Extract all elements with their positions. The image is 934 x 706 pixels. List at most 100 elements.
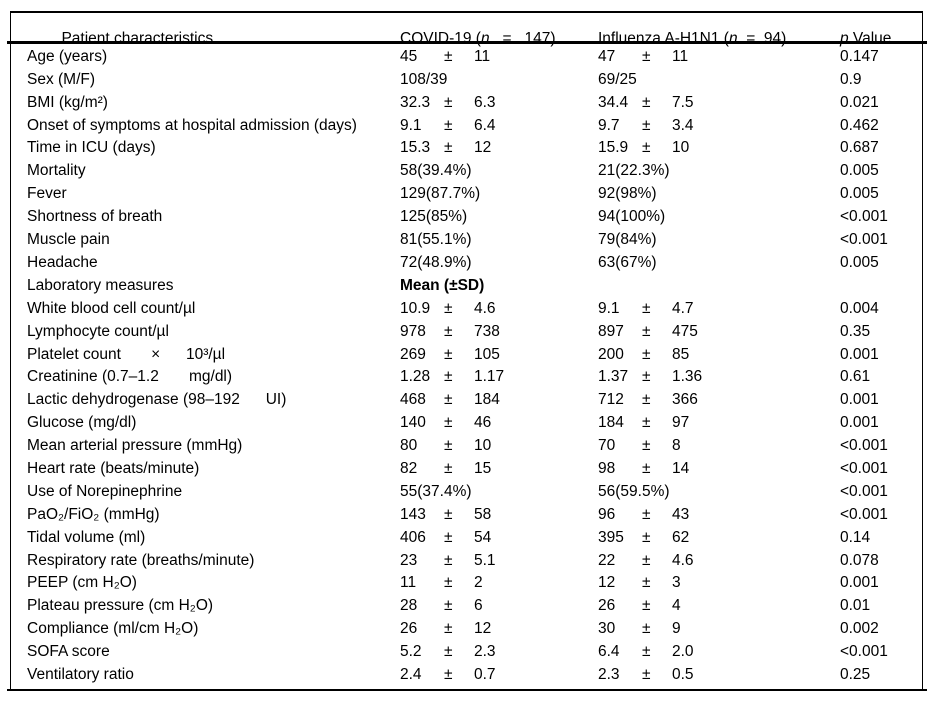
influenza-value-cell: 69/25 xyxy=(598,71,840,88)
influenza-value-cell: 63(67%) xyxy=(598,254,840,271)
plus-minus-sign: ± xyxy=(444,368,453,386)
row-label: Tidal volume (ml) xyxy=(11,529,400,546)
mean-value: 6.4 xyxy=(598,643,620,661)
table-row: Lactic dehydrogenase (98–192 UI) 468 ±184 7… xyxy=(11,388,922,411)
influenza-value-cell: 200 ±85 xyxy=(598,346,840,363)
row-label: Glucose (mg/dl) xyxy=(11,414,400,431)
covid-header-n: n xyxy=(480,30,490,48)
plus-minus-sign: ± xyxy=(444,299,453,317)
plus-minus-sign: ± xyxy=(444,345,453,363)
table-row: Glucose (mg/dl) 140 ±46 184 ±97 0.001 xyxy=(11,411,922,434)
row-label: Laboratory measures xyxy=(11,277,400,294)
table-row: Lymphocyte count/µl 978 ±738 897 ±475 0.35 xyxy=(11,320,922,343)
table-row: Plateau pressure (cm H₂O) 28 ±6 26 ±4 0.01 xyxy=(11,594,922,617)
p-value-cell: <0.001 xyxy=(840,437,922,454)
table-row: Laboratory measures Mean (±SD) xyxy=(11,274,922,297)
p-value-cell: <0.001 xyxy=(840,483,922,500)
plus-minus-sign: ± xyxy=(444,597,453,615)
plus-minus-sign: ± xyxy=(444,47,453,65)
mean-value: 200 xyxy=(598,345,624,363)
sd-value: 738 xyxy=(474,322,500,340)
covid-value-cell: 10.9 ±4.6 xyxy=(400,300,598,317)
mean-value: 26 xyxy=(400,620,418,638)
plus-minus-sign: ± xyxy=(444,528,453,546)
sd-value: 54 xyxy=(474,528,492,546)
p-value-cell: <0.001 xyxy=(840,506,922,523)
p-value-cell: 0.9 xyxy=(840,71,922,88)
sd-value: 1.17 xyxy=(474,368,505,386)
row-label: Sex (M/F) xyxy=(11,71,400,88)
mean-value: 897 xyxy=(598,322,624,340)
sd-value: 4.6 xyxy=(672,551,694,569)
p-value-cell: 0.004 xyxy=(840,300,922,317)
row-label: SOFA score xyxy=(11,643,400,660)
p-value-text: <0.001 xyxy=(840,459,888,477)
table-row: PEEP (cm H₂O) 11 ±2 12 ±3 0.001 xyxy=(11,571,922,594)
sd-value: 12 xyxy=(474,139,492,157)
plus-minus-sign: ± xyxy=(642,643,651,661)
row-label-text: Use of Norepinephrine xyxy=(27,482,183,500)
influenza-value-cell: 2.3 ±0.5 xyxy=(598,666,840,683)
influenza-value-cell: 897 ±475 xyxy=(598,323,840,340)
row-label: Time in ICU (days) xyxy=(11,139,400,156)
table-row: Mean arterial pressure (mmHg) 80 ±10 70 ±8 <0… xyxy=(11,434,922,457)
covid-value-cell: 269 ±105 xyxy=(400,346,598,363)
plus-minus-sign: ± xyxy=(642,368,651,386)
influenza-value-cell: 1.37 ±1.36 xyxy=(598,368,840,385)
row-label-text: Shortness of breath xyxy=(27,208,163,226)
covid-value-cell: 468 ±184 xyxy=(400,391,598,408)
p-value-text: 0.35 xyxy=(840,322,871,340)
row-label-text: Compliance (ml/cm H₂O) xyxy=(27,620,199,638)
row-label: Fever xyxy=(11,185,400,202)
sd-value: 3.4 xyxy=(672,116,694,134)
table-row: Platelet count × 10³/µl 269 ±105 200 ±85 0.00… xyxy=(11,343,922,366)
p-value-cell: 0.021 xyxy=(840,94,922,111)
covid-value-cell: 140 ±46 xyxy=(400,414,598,431)
p-value-cell: 0.001 xyxy=(840,574,922,591)
p-header-italic: p xyxy=(840,30,849,48)
p-value-cell: 0.61 xyxy=(840,368,922,385)
sd-value: 3 xyxy=(672,574,681,592)
cell-text: 72(48.9%) xyxy=(400,253,472,271)
plus-minus-sign: ± xyxy=(444,437,453,455)
sd-value: 0.5 xyxy=(672,665,694,683)
sd-value: 366 xyxy=(672,391,698,409)
sd-value: 43 xyxy=(672,505,690,523)
table-row: SOFA score 5.2 ±2.3 6.4 ±2.0 <0.001 xyxy=(11,640,922,663)
table-row: Onset of symptoms at hospital admission … xyxy=(11,114,922,137)
row-label-text: Fever xyxy=(27,185,67,203)
p-value-text: <0.001 xyxy=(840,505,888,523)
p-value-text: <0.001 xyxy=(840,482,888,500)
mean-value: 184 xyxy=(598,414,624,432)
influenza-value-cell: 12 ±3 xyxy=(598,574,840,591)
influenza-value-cell: 47 ±11 xyxy=(598,48,840,65)
mean-value: 395 xyxy=(598,528,624,546)
p-value-text: 0.005 xyxy=(840,185,879,203)
covid-value-cell: 23 ±5.1 xyxy=(400,552,598,569)
p-value-text: 0.004 xyxy=(840,299,879,317)
table-row: Compliance (ml/cm H₂O) 26 ±12 30 ±9 0.002 xyxy=(11,617,922,640)
covid-value-cell: 978 ±738 xyxy=(400,323,598,340)
row-label: Compliance (ml/cm H₂O) xyxy=(11,620,400,637)
p-value-text: 0.001 xyxy=(840,391,879,409)
cell-text: 79(84%) xyxy=(598,231,657,249)
plus-minus-sign: ± xyxy=(642,391,651,409)
sd-value: 6 xyxy=(474,597,483,615)
p-value-cell: 0.005 xyxy=(840,254,922,271)
covid-value-cell: 15.3 ±12 xyxy=(400,139,598,156)
plus-minus-sign: ± xyxy=(444,391,453,409)
covid-value-cell: 81(55.1%) xyxy=(400,231,598,248)
sd-value: 58 xyxy=(474,505,492,523)
mean-value: 82 xyxy=(400,459,418,477)
sd-value: 4 xyxy=(672,597,681,615)
mean-value: 468 xyxy=(400,391,426,409)
cell-text: 63(67%) xyxy=(598,253,657,271)
covid-value-cell: 9.1 ±6.4 xyxy=(400,117,598,134)
influenza-value-cell: 6.4 ±2.0 xyxy=(598,643,840,660)
influenza-value-cell: 94(100%) xyxy=(598,208,840,225)
plus-minus-sign: ± xyxy=(444,322,453,340)
sd-value: 475 xyxy=(672,322,698,340)
row-label-text: White blood cell count/µl xyxy=(27,299,196,317)
row-label: Ventilatory ratio xyxy=(11,666,400,683)
